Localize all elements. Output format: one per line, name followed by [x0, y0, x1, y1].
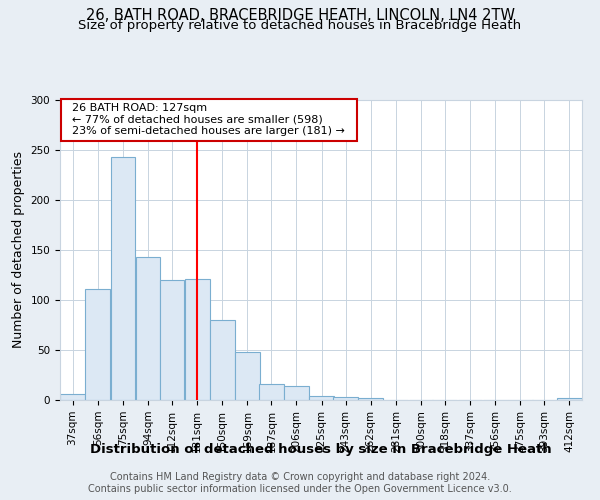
Bar — [60, 394, 85, 400]
Text: Contains public sector information licensed under the Open Government Licence v3: Contains public sector information licen… — [88, 484, 512, 494]
Bar — [85, 289, 110, 400]
Bar — [333, 397, 358, 400]
Bar — [136, 257, 160, 400]
Bar — [284, 386, 309, 400]
Bar — [210, 320, 235, 400]
Bar — [309, 396, 334, 400]
Bar — [358, 398, 383, 400]
Bar — [185, 279, 209, 400]
Text: Size of property relative to detached houses in Bracebridge Heath: Size of property relative to detached ho… — [79, 18, 521, 32]
Bar — [235, 352, 260, 400]
Bar — [110, 157, 136, 400]
Text: Contains HM Land Registry data © Crown copyright and database right 2024.: Contains HM Land Registry data © Crown c… — [110, 472, 490, 482]
Text: 26 BATH ROAD: 127sqm  
  ← 77% of detached houses are smaller (598)  
  23% of s: 26 BATH ROAD: 127sqm ← 77% of detached h… — [65, 103, 352, 136]
Bar — [259, 384, 284, 400]
Bar — [557, 398, 582, 400]
Y-axis label: Number of detached properties: Number of detached properties — [12, 152, 25, 348]
Text: 26, BATH ROAD, BRACEBRIDGE HEATH, LINCOLN, LN4 2TW: 26, BATH ROAD, BRACEBRIDGE HEATH, LINCOL… — [86, 8, 515, 22]
Text: Distribution of detached houses by size in Bracebridge Heath: Distribution of detached houses by size … — [90, 442, 552, 456]
Bar — [160, 280, 184, 400]
